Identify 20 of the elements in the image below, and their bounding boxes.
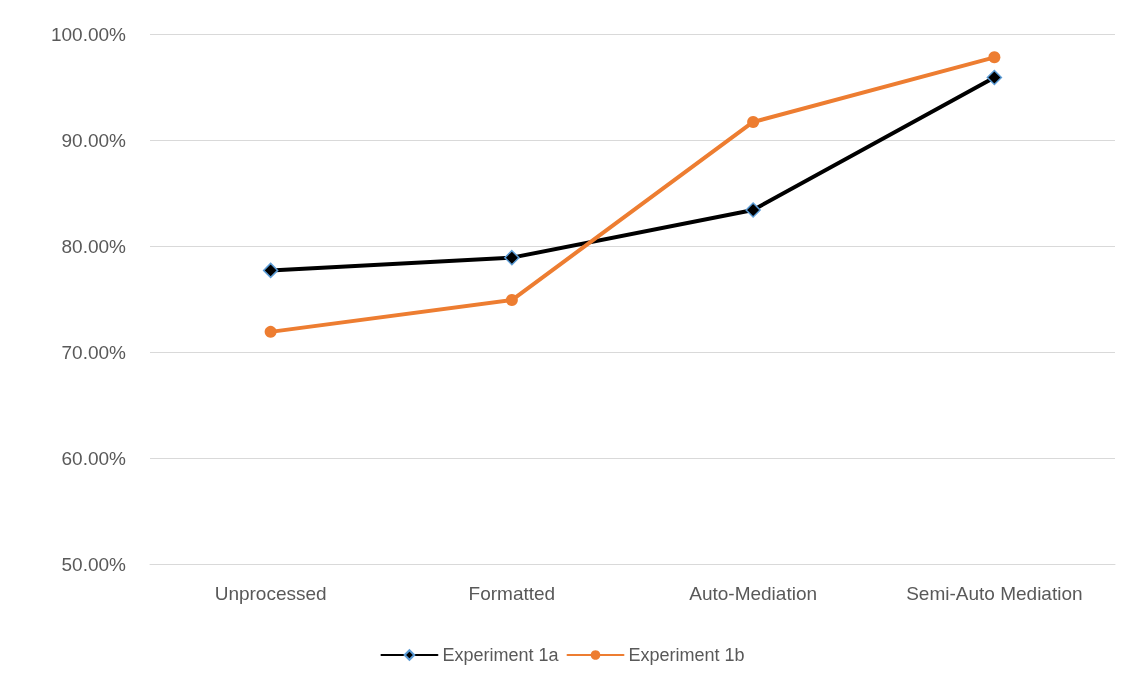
- point: [264, 325, 277, 338]
- point: [745, 202, 761, 218]
- x-tick-label: Auto-Mediation: [689, 583, 818, 604]
- legend-label: Experiment 1a: [442, 645, 560, 665]
- point: [986, 69, 1003, 86]
- legend-label: Experiment 1b: [628, 645, 745, 665]
- y-tick-label: 100.00%: [50, 23, 127, 45]
- point: [505, 294, 518, 307]
- point: [988, 51, 1001, 64]
- y-tick-label: 50.00%: [61, 553, 127, 575]
- y-tick-label: 60.00%: [61, 447, 127, 469]
- point: [747, 115, 760, 128]
- y-tick-label: 70.00%: [61, 341, 127, 363]
- point: [504, 249, 520, 266]
- point: [262, 262, 279, 279]
- x-tick-label: Unprocessed: [214, 583, 327, 604]
- y-tick-label: 90.00%: [61, 129, 127, 151]
- x-tick-label: Semi-Auto Mediation: [906, 583, 1083, 604]
- x-tick-label: Formatted: [468, 583, 556, 604]
- y-tick-label: 80.00%: [61, 235, 127, 257]
